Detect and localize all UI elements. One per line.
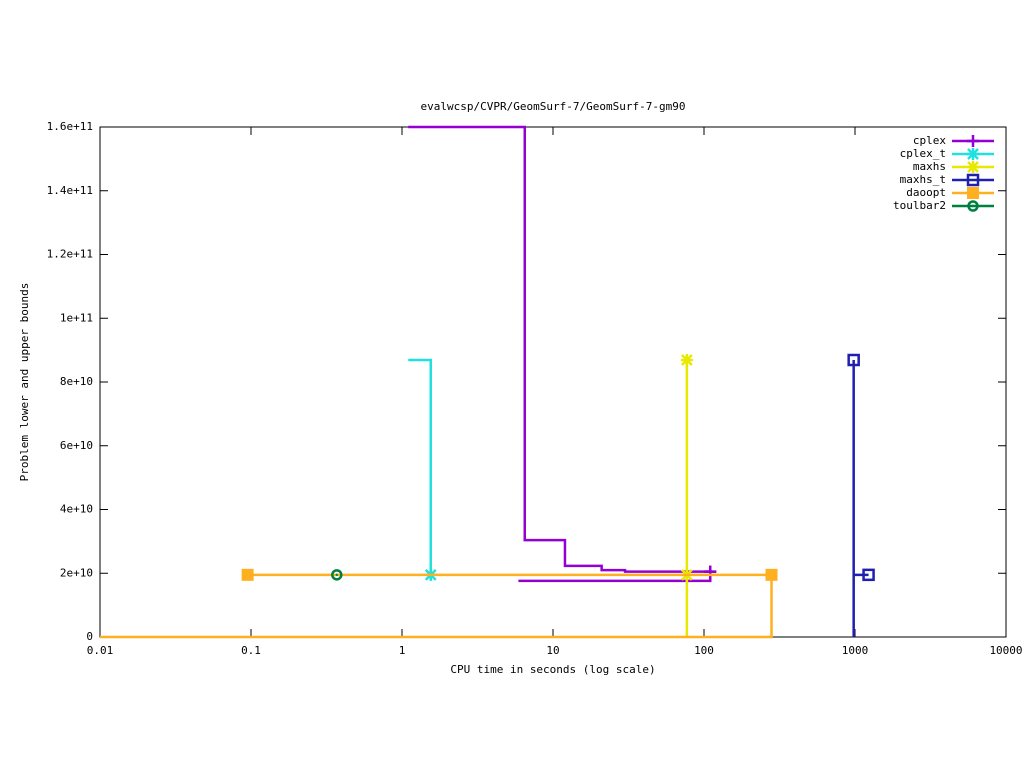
- x-tick-label: 10000: [989, 644, 1022, 657]
- marker-fill: [967, 187, 979, 199]
- y-tick-label: 1e+11: [60, 311, 93, 324]
- series-line: [100, 573, 773, 639]
- plot-frame: [99, 126, 1007, 638]
- y-tick-label: 1.6e+11: [47, 120, 93, 133]
- x-tick-label: 1000: [842, 644, 869, 657]
- marker-dot: [335, 573, 338, 577]
- marker: [966, 173, 980, 187]
- chart-title: evalwcsp/CVPR/GeomSurf-7/GeomSurf-7-gm90: [421, 100, 686, 113]
- marker: [241, 568, 254, 581]
- marker-stroke: [847, 353, 860, 367]
- marker-stroke: [331, 569, 343, 581]
- series-line: [852, 360, 869, 637]
- x-tick-label: 0.1: [241, 644, 261, 657]
- marker-fill: [765, 568, 778, 581]
- y-tick-label: 8e+10: [60, 375, 93, 388]
- legend-label: maxhs: [913, 160, 946, 173]
- series-line: [408, 358, 432, 575]
- legend-label: toulbar2: [893, 199, 946, 212]
- marker: [847, 353, 860, 367]
- marker: [680, 354, 693, 367]
- marker: [967, 200, 979, 212]
- legend-label: cplex: [913, 134, 946, 147]
- marker: [967, 187, 979, 199]
- marker: [967, 161, 979, 173]
- x-tick-label: 100: [694, 644, 714, 657]
- legend-label: cplex_t: [900, 147, 946, 160]
- y-tick-label: 1.4e+11: [47, 184, 93, 197]
- marker-fill: [241, 568, 254, 581]
- y-tick-label: 0: [86, 630, 93, 643]
- marker-stroke: [862, 568, 875, 582]
- x-tick-label: 0.01: [87, 644, 114, 657]
- marker: [967, 135, 979, 147]
- y-tick-label: 4e+10: [60, 503, 93, 516]
- marker: [765, 568, 778, 581]
- y-tick-label: 6e+10: [60, 439, 93, 452]
- legend-label: daoopt: [906, 186, 946, 199]
- marker: [862, 568, 875, 582]
- y-tick-label: 2e+10: [60, 566, 93, 579]
- y-axis-label: Problem lower and upper bounds: [18, 283, 31, 482]
- y-tick-label: 1.2e+11: [47, 248, 93, 261]
- x-axis-label: CPU time in seconds (log scale): [450, 663, 655, 676]
- x-tick-label: 10: [546, 644, 559, 657]
- legend-label: maxhs_t: [900, 173, 946, 186]
- series-line: [408, 125, 712, 583]
- x-tick-label: 1: [399, 644, 406, 657]
- marker: [967, 148, 979, 160]
- marker-dot: [971, 204, 975, 208]
- marker-stroke: [966, 173, 980, 187]
- marker: [331, 569, 343, 581]
- marker-stroke: [967, 200, 979, 212]
